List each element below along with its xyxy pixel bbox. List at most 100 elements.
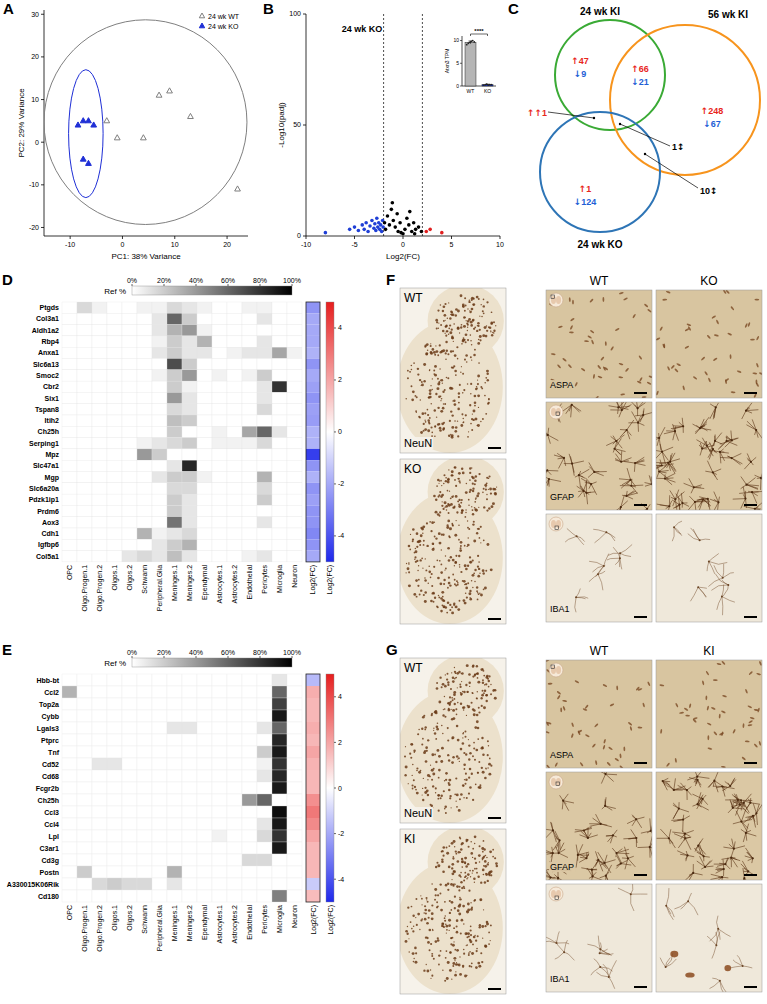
heat-cell (62, 842, 77, 854)
heat-cell (152, 415, 167, 426)
heat-cell (92, 404, 107, 415)
heat-cell (62, 818, 77, 830)
heat-cell (167, 517, 182, 528)
row-label: Col5a1 (36, 553, 59, 560)
stained-cell (421, 384, 424, 387)
color-bar-tick (334, 788, 336, 789)
heat-cell (287, 794, 302, 806)
stained-cell (413, 593, 416, 596)
x-tick (122, 236, 123, 239)
heat-cell (137, 878, 152, 890)
fc-cell (306, 381, 320, 392)
stained-cell (437, 328, 439, 330)
heat-cell (92, 449, 107, 460)
heat-cell (197, 818, 212, 830)
stained-cell (464, 317, 465, 318)
stained-cell (666, 291, 671, 294)
stained-cell (686, 323, 691, 326)
heat-cell (242, 758, 257, 770)
heat-cell (197, 449, 212, 460)
heat-cell (152, 686, 167, 698)
heat-cell (197, 746, 212, 758)
row-label: A330015K06Rik (7, 881, 59, 888)
stained-cell (452, 525, 454, 527)
stained-cell (478, 528, 480, 530)
stained-cell (437, 513, 440, 516)
heat-cell (77, 746, 92, 758)
heat-cell (92, 381, 107, 392)
heat-cell (107, 722, 122, 734)
point (368, 224, 372, 228)
chart-title: 24 wk KO (342, 24, 383, 34)
stained-cell (662, 343, 666, 348)
point (141, 135, 147, 140)
stained-cell (442, 310, 444, 312)
x-axis-line (44, 236, 248, 237)
stained-cell (458, 499, 460, 501)
stained-cell (448, 582, 451, 585)
stained-cell (440, 395, 442, 397)
stained-cell (467, 582, 469, 584)
stained-cell (447, 353, 449, 355)
stained-cell (479, 593, 480, 594)
column-label: Microglia (276, 905, 284, 933)
stained-cell (571, 404, 573, 406)
heat-cell (167, 890, 182, 902)
stained-cell (424, 428, 427, 431)
column-label: Meninges.1 (171, 565, 179, 601)
heat-cell (227, 734, 242, 746)
stained-cell (457, 582, 459, 584)
color-bar-tick-label: -2 (338, 830, 344, 837)
stained-cell (492, 488, 495, 491)
process (579, 475, 581, 487)
y-tick (41, 227, 44, 228)
heat-cell (272, 806, 287, 818)
stained-cell (458, 505, 461, 508)
stained-cell (479, 339, 481, 341)
heat-cell (212, 734, 227, 746)
stained-cell (417, 541, 419, 543)
heat-cell (197, 782, 212, 794)
heat-cell (257, 698, 272, 710)
stained-cell (466, 596, 468, 598)
color-bar-tick-label: 40% (189, 649, 203, 656)
heat-cell (167, 302, 182, 313)
point (80, 118, 86, 123)
heat-cell (287, 734, 302, 746)
row-label: Anxa1 (38, 349, 59, 356)
heat-cell (287, 890, 302, 902)
stained-cell (615, 440, 617, 442)
heat-cell (227, 842, 242, 854)
heat-cell (257, 325, 272, 336)
stained-cell (461, 511, 464, 514)
heat-cell (167, 830, 182, 842)
heat-cell (197, 347, 212, 358)
heat-cell (122, 746, 137, 758)
stained-cell (457, 326, 459, 328)
stained-cell (417, 368, 419, 370)
heat-cell (197, 460, 212, 471)
stained-cell (610, 346, 614, 351)
stained-cell (676, 363, 681, 367)
heat-cell (287, 758, 302, 770)
heat-cell (62, 890, 77, 902)
stained-cell (470, 393, 472, 395)
color-bar-tick-label: 100% (283, 649, 301, 656)
stained-cell (707, 335, 712, 340)
column-label: Meninges.1 (171, 905, 179, 941)
stained-cell (430, 385, 431, 386)
stained-cell (474, 480, 477, 483)
heat-cell (92, 472, 107, 483)
stained-cell (425, 421, 427, 423)
heat-cell (197, 325, 212, 336)
heat-cell (272, 698, 287, 710)
heat-cell (92, 415, 107, 426)
color-bar-title: Log2(FC) (327, 565, 335, 595)
stained-cell (704, 371, 708, 376)
stained-cell (759, 372, 762, 376)
stained-cell (701, 356, 706, 361)
heat-cell (212, 794, 227, 806)
x-tick-label: KO (484, 88, 491, 94)
heat-cell (62, 313, 77, 324)
stained-cell (447, 490, 449, 492)
